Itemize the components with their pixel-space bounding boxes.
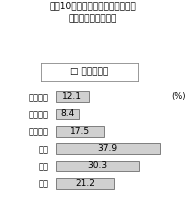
Text: □ 知っている: □ 知っている: [70, 68, 108, 76]
Bar: [56, 161, 139, 171]
Bar: [56, 126, 104, 137]
Bar: [56, 109, 79, 119]
Bar: [56, 91, 89, 102]
Text: (%): (%): [171, 92, 186, 101]
Text: 37.9: 37.9: [98, 144, 118, 153]
Text: 図表10　現天皇の退位と新天皇の: 図表10 現天皇の退位と新天皇の: [50, 1, 136, 10]
Text: 8.4: 8.4: [60, 109, 74, 118]
Text: 12.1: 12.1: [62, 92, 82, 101]
Bar: [56, 178, 114, 189]
Text: 21.2: 21.2: [75, 179, 95, 188]
Text: 即位を知っているか: 即位を知っているか: [69, 14, 117, 23]
Text: 30.3: 30.3: [87, 162, 108, 170]
Bar: [56, 143, 160, 154]
Text: 17.5: 17.5: [70, 127, 90, 136]
